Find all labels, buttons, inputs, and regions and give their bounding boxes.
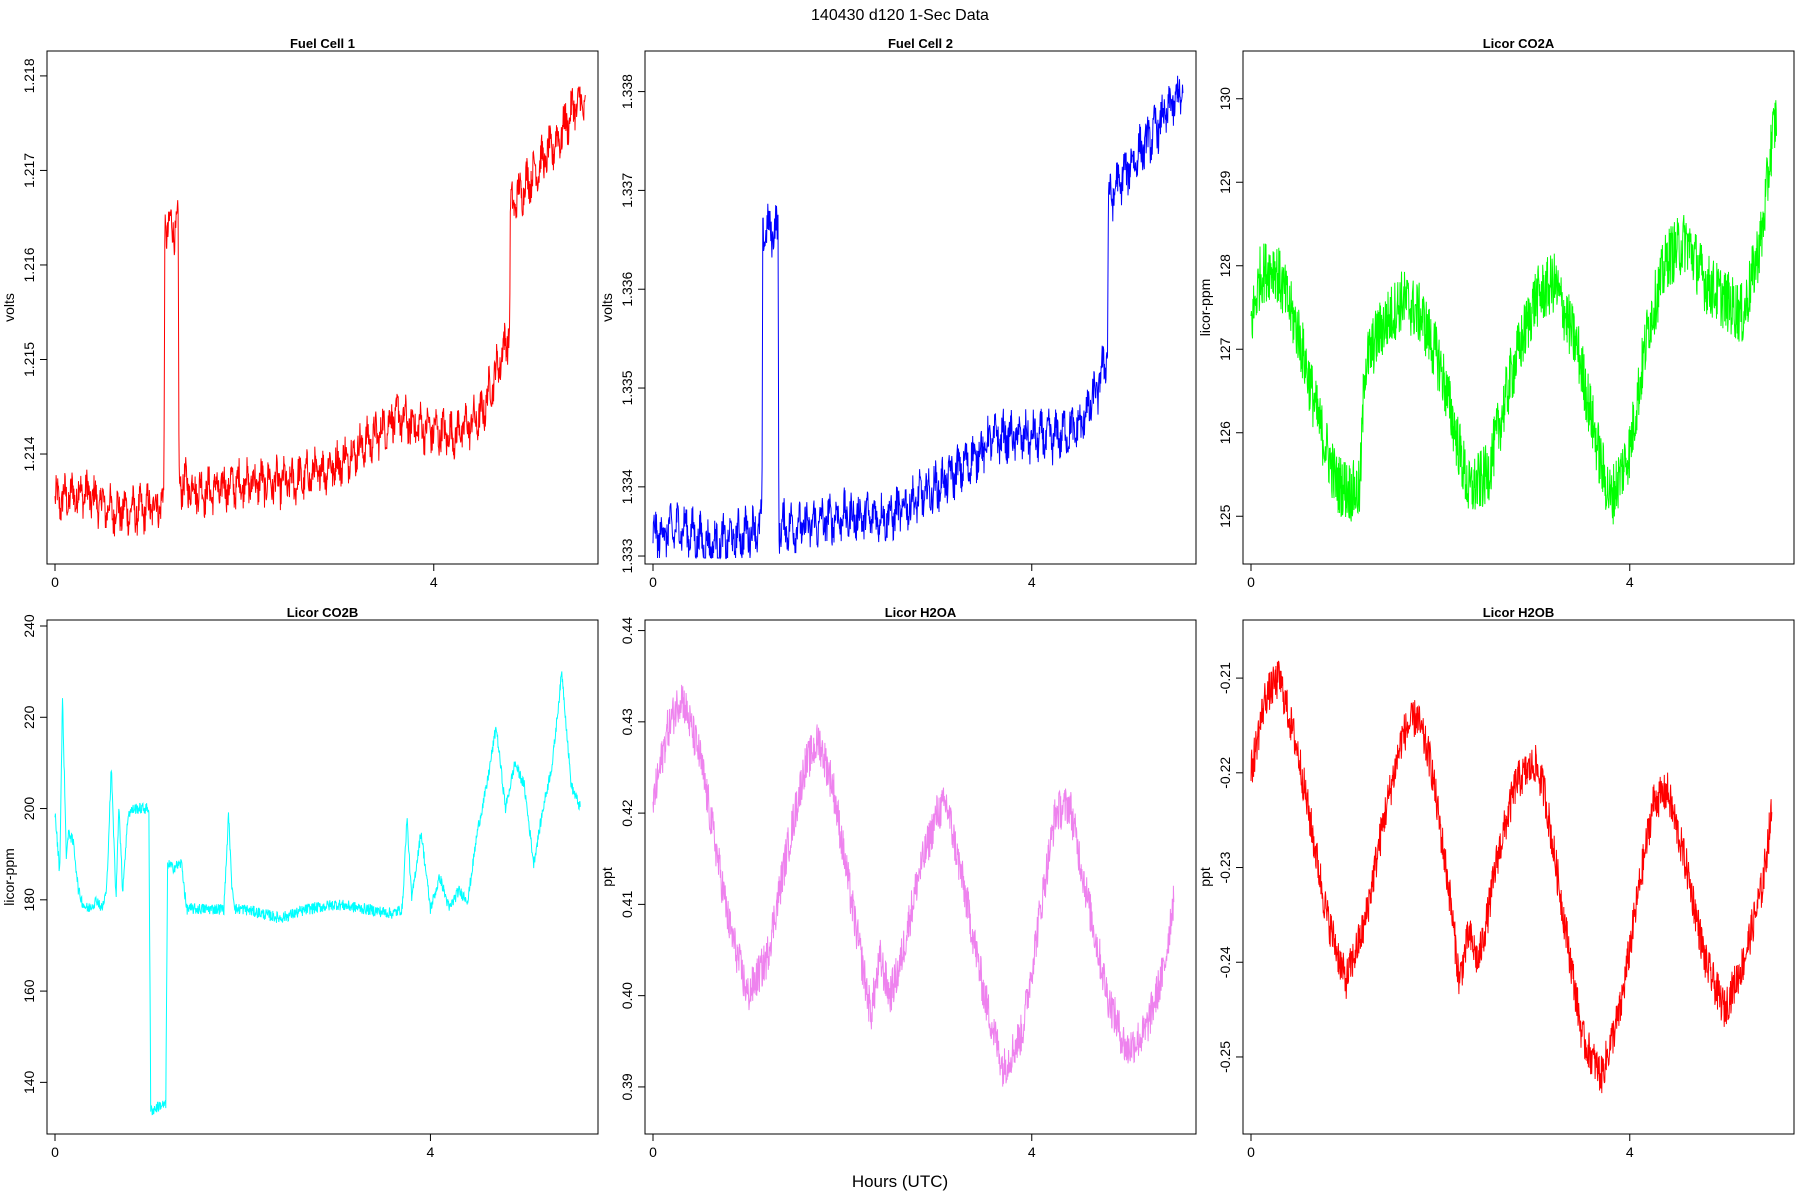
x-tick-label: 0: [51, 574, 59, 590]
y-tick-label: 1.214: [21, 436, 37, 471]
x-tick-label: 4: [1626, 574, 1634, 590]
figure-title: 140430 d120 1-Sec Data: [811, 7, 989, 24]
y-tick-label: 130: [1217, 87, 1233, 111]
y-tick-label: -0.24: [1217, 946, 1233, 978]
y-axis-label: ppt: [599, 867, 615, 887]
panel-4: Licor CO2B licor-ppm 0 4 140 160 180 200 220 240: [1, 605, 599, 1160]
y-axis-label: volts: [1, 293, 17, 322]
panel-1: Fuel Cell 1 volts 0 4 1.214 1.215 1.216 1.217 1.…: [1, 36, 599, 590]
y-tick-label: 200: [21, 797, 37, 821]
y-tick-label: 1.338: [619, 74, 635, 109]
y-tick-label: 1.215: [21, 342, 37, 377]
series-line: [1250, 660, 1773, 1094]
panel-2: Fuel Cell 2 volts 0 4 1.333 1.334 1.335 1.336 1.…: [599, 36, 1197, 590]
x-tick-label: 0: [649, 574, 657, 590]
y-tick-label: 1.217: [21, 153, 37, 188]
y-tick-label: -0.25: [1217, 1041, 1233, 1073]
y-tick-label: 180: [21, 888, 37, 912]
x-tick-label: 0: [649, 1144, 657, 1160]
figure-xlabel: Hours (UTC): [852, 1172, 948, 1191]
y-tick-label: 1.336: [619, 271, 635, 306]
y-tick-label: 220: [21, 705, 37, 729]
panel-title: Licor CO2A: [1483, 36, 1555, 51]
y-tick-label: 129: [1217, 170, 1233, 194]
y-tick-label: 1.216: [21, 247, 37, 282]
panel-6: Licor H2OB ppt 0 4 -0.25 -0.24 -0.23 -0.22 -0.21: [1197, 605, 1795, 1160]
y-tick-label: 1.334: [619, 469, 635, 504]
plot-frame: [644, 50, 1197, 565]
y-tick-label: -0.23: [1217, 851, 1233, 883]
plot-frame: [46, 50, 599, 565]
plot-frame: [46, 619, 599, 1135]
panel-title: Licor H2OA: [885, 605, 957, 620]
y-axis-label: volts: [599, 293, 615, 322]
plot-frame: [1242, 619, 1795, 1135]
y-tick-label: 125: [1217, 504, 1233, 528]
y-axis-label: licor-ppm: [1197, 279, 1213, 337]
y-tick-label: 0.40: [619, 982, 635, 1009]
series-line: [1250, 100, 1777, 525]
series-line: [652, 75, 1184, 560]
y-tick-label: 127: [1217, 337, 1233, 361]
y-axis-label: ppt: [1197, 867, 1213, 887]
y-axis-label: licor-ppm: [1, 848, 17, 906]
x-tick-label: 4: [1626, 1144, 1634, 1160]
x-tick-label: 0: [1247, 1144, 1255, 1160]
y-tick-label: 1.335: [619, 370, 635, 405]
x-tick-label: 4: [427, 1144, 435, 1160]
y-tick-label: 128: [1217, 254, 1233, 278]
y-tick-label: 140: [21, 1070, 37, 1094]
x-tick-label: 0: [51, 1144, 59, 1160]
y-tick-label: 1.218: [21, 58, 37, 93]
y-tick-label: 1.333: [619, 538, 635, 573]
y-tick-label: 126: [1217, 421, 1233, 445]
panels: Fuel Cell 1 volts 0 4 1.214 1.215 1.216 1.217 1.…: [1, 36, 1795, 1160]
y-tick-label: -0.21: [1217, 662, 1233, 694]
panel-5: Licor H2OA ppt 0 4 0.39 0.40 0.41 0.42 0.43 0.44: [599, 605, 1197, 1160]
y-tick-label: 0.41: [619, 891, 635, 918]
y-tick-label: 160: [21, 979, 37, 1003]
series-line: [652, 684, 1175, 1087]
panel-title: Licor CO2B: [287, 605, 359, 620]
plot-frame: [644, 619, 1197, 1135]
x-tick-label: 0: [1247, 574, 1255, 590]
y-tick-label: 0.39: [619, 1073, 635, 1100]
y-tick-label: 0.42: [619, 799, 635, 826]
panel-3: Licor CO2A licor-ppm 0 4 125 126 127 128 129 130: [1197, 36, 1795, 590]
y-tick-label: 1.337: [619, 173, 635, 208]
plot-frame: [1242, 50, 1795, 565]
y-tick-label: 240: [21, 614, 37, 638]
panel-title: Fuel Cell 2: [888, 36, 953, 51]
panel-title: Licor H2OB: [1483, 605, 1555, 620]
x-tick-label: 4: [1028, 1144, 1036, 1160]
panel-title: Fuel Cell 1: [290, 36, 355, 51]
y-tick-label: 0.44: [619, 617, 635, 644]
y-tick-label: 0.43: [619, 708, 635, 735]
x-tick-label: 4: [1028, 574, 1036, 590]
series-line: [54, 671, 581, 1116]
x-tick-label: 4: [430, 574, 438, 590]
series-line: [54, 86, 586, 537]
y-tick-label: -0.22: [1217, 757, 1233, 789]
